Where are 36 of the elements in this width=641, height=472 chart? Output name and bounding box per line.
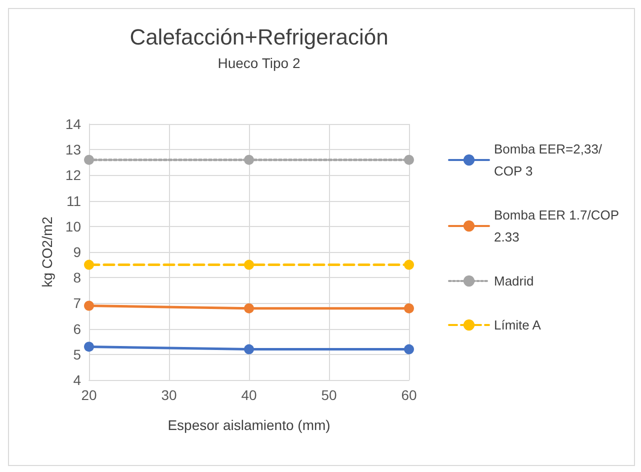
- point: [404, 344, 414, 354]
- point: [404, 260, 414, 270]
- point: [404, 154, 414, 165]
- point: [84, 342, 94, 352]
- point: [244, 260, 254, 270]
- y-tick-label: 4: [73, 372, 82, 388]
- y-tick-label: 13: [65, 142, 82, 158]
- point: [244, 344, 254, 354]
- chart-subtitle: Hueco Tipo 2: [218, 55, 300, 71]
- x-tick-label: 60: [401, 387, 417, 403]
- y-tick-label: 10: [65, 218, 82, 234]
- legend-label: Madrid: [494, 274, 534, 288]
- legend-label: Bomba EER=2,33/COP 3: [494, 142, 602, 178]
- point: [84, 260, 94, 270]
- point: [84, 300, 94, 311]
- x-tick-label: 20: [81, 387, 97, 403]
- x-axis-title: Espesor aislamiento (mm): [168, 417, 330, 433]
- x-tick-label: 50: [321, 387, 337, 403]
- y-tick-label: 8: [73, 270, 82, 286]
- y-tick-label: 11: [66, 192, 82, 209]
- y-tick-label: 5: [73, 346, 82, 362]
- x-tick-label: 40: [241, 387, 257, 403]
- y-tick-label: 14: [65, 116, 82, 132]
- y-tick-label: 7: [73, 295, 82, 312]
- point: [244, 154, 254, 165]
- legend-label: Bomba EER 1.7/COP 2.33: [494, 208, 622, 244]
- y-tick-label: 9: [73, 244, 82, 260]
- chart-title: Calefacción+Refrigeración: [130, 24, 388, 50]
- x-tick-label: 30: [161, 387, 177, 403]
- legend-label: Límite A: [494, 318, 542, 332]
- y-tick-label: 12: [65, 167, 82, 184]
- y-axis-title: kg CO2/m2: [39, 216, 55, 288]
- y-tick-label: 6: [73, 320, 82, 337]
- point: [244, 303, 254, 314]
- point: [84, 154, 94, 165]
- point: [404, 303, 414, 314]
